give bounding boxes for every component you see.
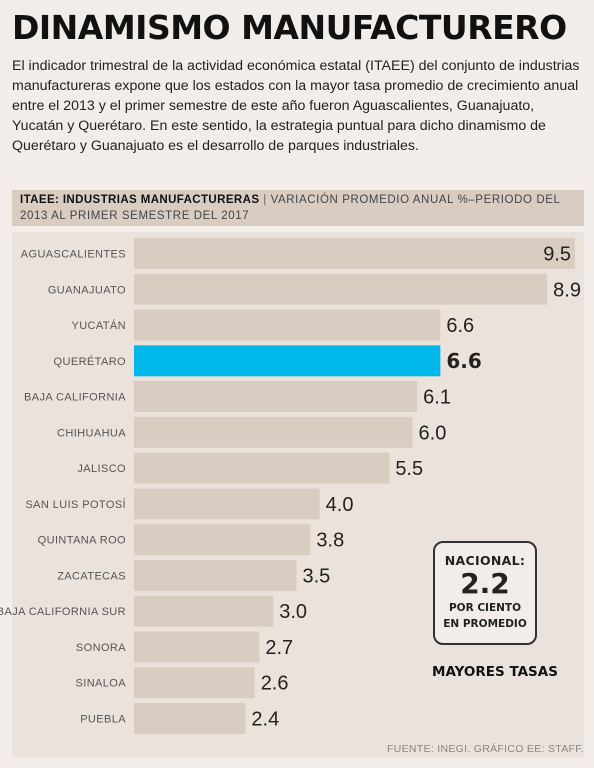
category-label-7: SAN LUIS POTOSÍ <box>25 498 126 511</box>
chart-header: ITAEE: INDUSTRIAS MANUFACTURERAS | VARIA… <box>12 190 584 226</box>
value-label-13: 2.4 <box>251 709 279 731</box>
bar-10 <box>134 595 274 627</box>
value-label-2: 6.6 <box>446 315 474 337</box>
category-label-9: ZACATECAS <box>57 570 126 582</box>
category-label-0: AGUASCALIENTES <box>21 249 126 261</box>
value-label-9: 3.5 <box>302 565 330 587</box>
category-label-1: GUANAJUATO <box>48 284 126 296</box>
bar-6 <box>134 452 390 484</box>
value-label-4: 6.1 <box>423 387 451 409</box>
category-label-12: SINALOA <box>76 678 127 690</box>
source-note: FUENTE: INEGI. GRÁFICO EE: STAFF. <box>387 743 584 755</box>
category-label-4: BAJA CALIFORNIA <box>24 392 126 404</box>
value-label-5: 6.0 <box>419 422 447 444</box>
bar-7 <box>134 488 320 520</box>
bar-13 <box>134 703 246 735</box>
value-label-8: 3.8 <box>316 530 344 552</box>
category-label-3: QUERÉTARO <box>54 355 127 368</box>
national-unit-line1: POR CIENTO <box>448 602 522 614</box>
bar-5 <box>134 416 413 448</box>
national-unit-line2: EN PROMEDIO <box>443 618 527 630</box>
bar-0 <box>134 238 575 269</box>
national-label: NACIONAL: <box>444 553 526 568</box>
category-label-2: YUCATÁN <box>71 319 126 332</box>
bar-8 <box>134 524 311 556</box>
category-label-8: QUINTANA ROO <box>38 535 126 547</box>
value-label-1: 8.9 <box>553 279 581 301</box>
national-value: 2.2 <box>460 567 510 600</box>
bar-3 <box>134 345 441 377</box>
chart-header-separator: | <box>263 194 267 206</box>
bar-4 <box>134 381 418 413</box>
page-title: DINAMISMO MANUFACTURERO <box>12 8 567 47</box>
value-label-10: 3.0 <box>279 601 307 623</box>
value-label-7: 4.0 <box>326 494 354 516</box>
national-average-box: NACIONAL: 2.2 POR CIENTO EN PROMEDIO <box>433 541 537 645</box>
category-label-10: BAJA CALIFORNIA SUR <box>0 606 126 618</box>
category-label-11: SONORA <box>76 642 126 654</box>
category-label-6: JALISCO <box>77 463 126 475</box>
value-label-3: 6.6 <box>446 349 481 373</box>
intro-paragraph: El indicador trimestral de la actividad … <box>12 58 580 154</box>
bar-12 <box>134 667 255 699</box>
chart-header-title: ITAEE: INDUSTRIAS MANUFACTURERAS <box>20 194 260 206</box>
value-label-0: 9.5 <box>543 244 571 266</box>
value-label-6: 5.5 <box>395 458 423 480</box>
value-label-12: 2.6 <box>261 673 289 695</box>
chart-header-description: VARIACIÓN PROMEDIO ANUAL %–PERIODO DEL 2… <box>20 194 561 222</box>
category-label-5: CHIHUAHUA <box>57 427 126 439</box>
bar-2 <box>134 309 441 341</box>
category-label-13: PUEBLA <box>80 714 126 726</box>
bar-1 <box>134 273 548 305</box>
value-label-11: 2.7 <box>265 637 293 659</box>
bar-11 <box>134 631 260 663</box>
bar-9 <box>134 559 297 591</box>
mayores-tasas-label: MAYORES TASAS <box>432 664 558 680</box>
